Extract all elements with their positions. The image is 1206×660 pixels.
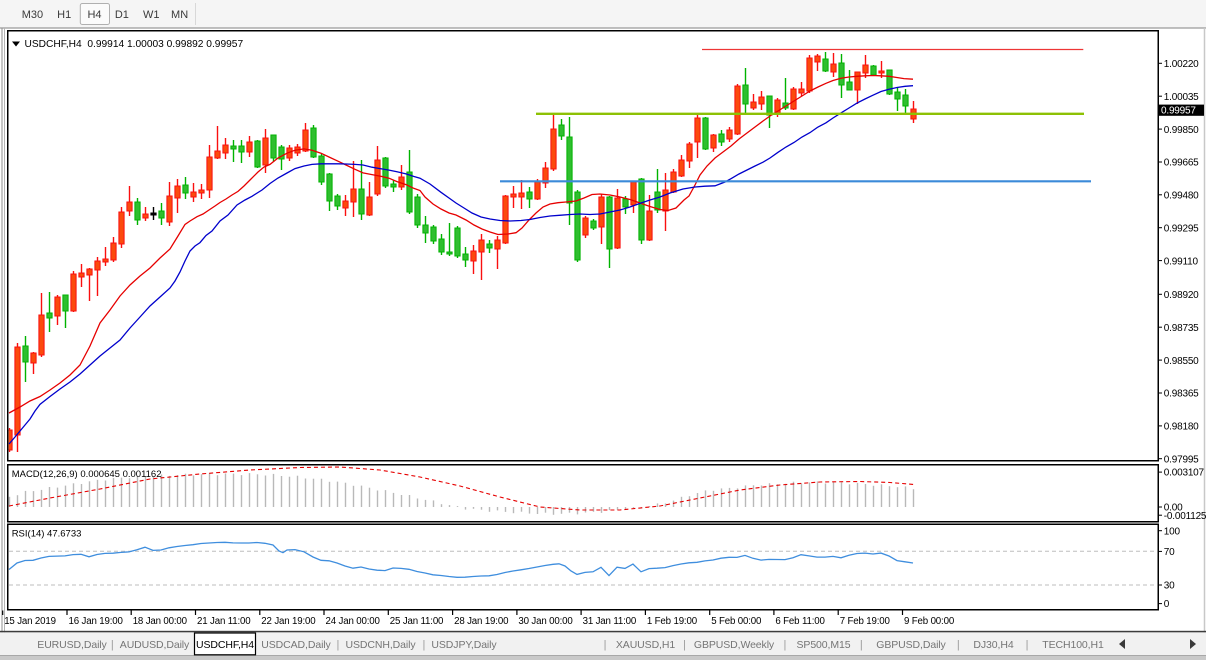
svg-text:24 Jan 00:00: 24 Jan 00:00: [326, 616, 381, 627]
svg-text:H1: H1: [57, 9, 71, 21]
svg-text:0: 0: [1164, 599, 1170, 610]
svg-text:0.99957: 0.99957: [1161, 106, 1196, 117]
svg-text:D1: D1: [115, 9, 129, 21]
svg-text:0.98180: 0.98180: [1164, 422, 1199, 433]
svg-text:|: |: [604, 639, 607, 651]
svg-text:7 Feb 19:00: 7 Feb 19:00: [840, 616, 891, 627]
svg-text:30 Jan 00:00: 30 Jan 00:00: [518, 616, 573, 627]
svg-text:0.98735: 0.98735: [1164, 323, 1199, 334]
svg-text:USDCHF,H4 0.99914 1.00003 0.9: USDCHF,H4 0.99914 1.00003 0.99892 0.9995…: [25, 39, 244, 50]
svg-text:25 Jan 11:00: 25 Jan 11:00: [390, 616, 444, 627]
svg-text:16 Jan 19:00: 16 Jan 19:00: [69, 616, 124, 627]
svg-text:0.99850: 0.99850: [1164, 125, 1199, 136]
svg-text:|: |: [336, 639, 339, 651]
svg-text:USDJPY,Daily: USDJPY,Daily: [431, 639, 497, 651]
svg-text:0.98920: 0.98920: [1164, 290, 1199, 301]
svg-text:USDCNH,Daily: USDCNH,Daily: [346, 639, 417, 651]
svg-text:9 Feb 00:00: 9 Feb 00:00: [904, 616, 955, 627]
svg-text:|: |: [111, 639, 114, 651]
svg-text:|: |: [860, 639, 863, 651]
svg-text:1 Feb 19:00: 1 Feb 19:00: [647, 616, 698, 627]
svg-text:MN: MN: [171, 9, 188, 21]
svg-text:DJ30,H4: DJ30,H4: [973, 639, 1013, 651]
svg-text:|: |: [957, 639, 960, 651]
svg-text:1.00035: 1.00035: [1164, 92, 1199, 103]
svg-text:0.00: 0.00: [1164, 503, 1183, 514]
svg-text:GBPUSD,Daily: GBPUSD,Daily: [876, 639, 946, 651]
svg-text:0.98365: 0.98365: [1164, 389, 1199, 400]
svg-text:|: |: [683, 639, 686, 651]
svg-text:USDCAD,Daily: USDCAD,Daily: [261, 639, 331, 651]
svg-text:TECH100,H1: TECH100,H1: [1042, 639, 1104, 651]
svg-text:SP500,M15: SP500,M15: [797, 639, 851, 651]
svg-text:6 Feb 11:00: 6 Feb 11:00: [775, 616, 825, 627]
svg-text:1.00220: 1.00220: [1164, 59, 1199, 70]
svg-text:-0.001125: -0.001125: [1164, 511, 1206, 522]
svg-text:W1: W1: [143, 9, 160, 21]
svg-text:5 Feb 00:00: 5 Feb 00:00: [711, 616, 762, 627]
svg-text:USDCHF,H4: USDCHF,H4: [196, 639, 254, 651]
svg-text:21 Jan 11:00: 21 Jan 11:00: [197, 616, 251, 627]
svg-text:|: |: [1026, 639, 1029, 651]
svg-text:AUDUSD,Daily: AUDUSD,Daily: [120, 639, 190, 651]
svg-text:GBPUSD,Weekly: GBPUSD,Weekly: [694, 639, 775, 651]
svg-text:0.99665: 0.99665: [1164, 158, 1199, 169]
svg-text:|: |: [422, 639, 425, 651]
svg-text:0.97995: 0.97995: [1164, 454, 1199, 465]
svg-text:EURUSD,Daily: EURUSD,Daily: [37, 639, 107, 651]
svg-text:28 Jan 19:00: 28 Jan 19:00: [454, 616, 509, 627]
svg-text:30: 30: [1164, 581, 1175, 592]
svg-text:MACD(12,26,9) 0.000645 0.00116: MACD(12,26,9) 0.000645 0.001162: [12, 469, 162, 480]
svg-text:0.99480: 0.99480: [1164, 191, 1199, 202]
svg-text:31 Jan 11:00: 31 Jan 11:00: [583, 616, 637, 627]
svg-text:XAUUSD,H1: XAUUSD,H1: [616, 639, 675, 651]
svg-text:H4: H4: [87, 9, 101, 21]
svg-text:15 Jan 2019: 15 Jan 2019: [4, 616, 56, 627]
svg-text:|: |: [783, 639, 786, 651]
svg-text:RSI(14) 47.6733: RSI(14) 47.6733: [12, 529, 82, 540]
svg-text:M30: M30: [22, 9, 43, 21]
svg-text:70: 70: [1164, 547, 1175, 558]
svg-text:0.003107: 0.003107: [1164, 468, 1205, 479]
svg-text:18 Jan 00:00: 18 Jan 00:00: [133, 616, 188, 627]
svg-text:0.99295: 0.99295: [1164, 223, 1199, 234]
svg-text:22 Jan 19:00: 22 Jan 19:00: [261, 616, 316, 627]
svg-text:0.98550: 0.98550: [1164, 356, 1199, 367]
svg-text:0.99110: 0.99110: [1164, 256, 1199, 267]
svg-text:100: 100: [1164, 526, 1181, 537]
